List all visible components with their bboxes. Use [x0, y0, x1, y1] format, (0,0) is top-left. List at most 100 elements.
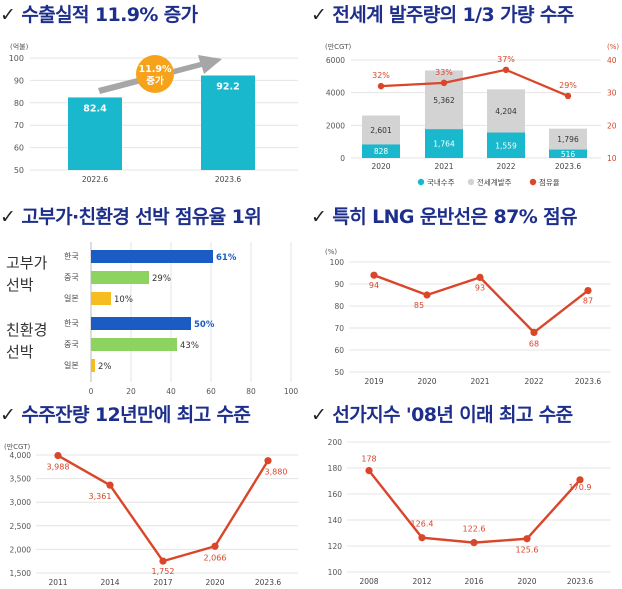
panel-title-export: ✓ 수출실적 11.9% 증가: [0, 0, 198, 30]
y-unit-left: (만CGT): [325, 42, 352, 51]
bar-중국: [91, 338, 177, 351]
share-point: [377, 82, 385, 90]
share-value-label: 33%: [435, 68, 453, 77]
bar-value-label: 29%: [152, 274, 171, 284]
panel-title-lng: ✓ 특히 LNG 운반선은 87% 점유: [311, 202, 578, 232]
data-value-label: 126.4: [411, 520, 434, 529]
chart-backlog: (만CGT) 1,500 2,000 2,500 3,000 3,500 4,000 3,98…: [4, 442, 298, 587]
x-tick-label: 2020: [205, 578, 224, 587]
x-tick-label: 20: [126, 387, 136, 396]
data-point: [211, 542, 219, 550]
data-point: [523, 535, 531, 543]
data-value-label: 122.6: [463, 525, 486, 534]
share-point: [440, 79, 448, 87]
x-tick-label: 80: [246, 387, 256, 396]
data-line: [57, 454, 270, 563]
x-tick-label: 2020: [517, 577, 536, 586]
data-value-label: 68: [529, 339, 539, 348]
panel-title-backlog: ✓ 수주잔량 12년만에 최고 수준: [0, 400, 251, 430]
panel-title-price: ✓ 선가지수 '08년 이래 최고 수준: [311, 400, 573, 430]
y-tick-right: 20: [607, 121, 617, 130]
share-point: [564, 92, 572, 100]
x-tick-label: 2022: [524, 377, 543, 386]
y-tick-label: 60: [334, 346, 344, 355]
data-point: [264, 457, 272, 465]
y-tick-label: 120: [328, 542, 343, 551]
panel-title-share: ✓ 고부가·친환경 선박 점유율 1위: [0, 202, 262, 232]
group-label: 선박: [6, 276, 34, 294]
x-tick-label: 2023.6: [567, 577, 593, 586]
panel-title-orders: ✓ 전세계 발주량의 1/3 가량 수주: [311, 0, 574, 30]
data-value-label: 2,066: [204, 553, 227, 562]
legend-label: 국내수주: [427, 178, 455, 187]
country-label: 일본: [64, 361, 79, 370]
legend-marker: [417, 178, 425, 186]
data-point: [476, 273, 484, 281]
growth-badge-text: 증가: [146, 75, 164, 87]
group-label: 고부가: [6, 254, 48, 272]
data-point: [584, 287, 592, 295]
y-tick-label: 80: [14, 99, 24, 108]
x-tick-label: 2020: [417, 377, 436, 386]
y-tick-label: 180: [328, 464, 343, 473]
y-tick-label: 50: [334, 368, 344, 377]
y-tick-left: 2000: [326, 121, 345, 130]
country-label: 한국: [64, 319, 79, 328]
panel-share: ✓ 고부가·친환경 선박 점유율 1위 0 20 40 60 80 100 고부가 선박 한국 61…: [0, 202, 311, 397]
data-value-label: 178: [361, 455, 376, 464]
bar-value-label: 50%: [194, 320, 215, 330]
y-tick-label: 100: [328, 568, 343, 577]
data-point: [423, 291, 431, 299]
y-tick-label: 4,000: [10, 451, 32, 460]
check-icon: ✓: [0, 4, 16, 26]
panel-price: ✓ 선가지수 '08년 이래 최고 수준 100 120 140 160 180 200 17…: [311, 400, 622, 589]
y-tick-label: 70: [334, 324, 344, 333]
y-tick-label: 2,500: [10, 522, 32, 531]
data-value-label: 94: [369, 281, 379, 290]
y-tick-label: 80: [334, 302, 344, 311]
data-value-label: 125.6: [516, 546, 539, 555]
share-point: [502, 66, 510, 73]
bar-value-label: 10%: [114, 295, 133, 305]
x-tick-label: 2023.6: [255, 578, 281, 587]
data-value-label: 1,752: [152, 567, 175, 576]
check-icon: ✓: [311, 404, 327, 426]
y-unit-label: (억불): [10, 42, 29, 51]
world-value-label: 4,204: [495, 107, 517, 116]
data-value-label: 3,988: [47, 463, 70, 472]
country-label: 한국: [64, 252, 79, 261]
world-value-label: 1,796: [557, 135, 579, 144]
y-tick-label: 90: [334, 280, 344, 289]
bar-일본: [91, 359, 95, 372]
x-tick-label: 2022.6: [82, 175, 108, 184]
group-label: 선박: [6, 343, 34, 361]
data-point: [530, 328, 538, 336]
y-tick-label: 60: [14, 144, 24, 153]
y-unit-label: (만CGT): [4, 442, 31, 451]
y-tick-label: 50: [14, 166, 24, 175]
x-tick-label: 0: [89, 387, 94, 396]
x-tick-label: 2017: [153, 578, 172, 587]
chart-price: 100 120 140 160 180 200 178 2008 126.4 2012 122.6 2…: [328, 438, 611, 586]
check-icon: ✓: [0, 206, 16, 228]
panel-backlog: ✓ 수주잔량 12년만에 최고 수준 (만CGT) 1,500 2,000 2,500 3…: [0, 400, 311, 589]
bar-domestic-2023.6: [549, 149, 587, 158]
title-text: 특히 LNG 운반선은 87% 점유: [332, 206, 577, 228]
x-tick-label: 2021: [470, 377, 489, 386]
title-text: 고부가·친환경 선박 점유율 1위: [21, 206, 262, 228]
data-value-label: 170.9: [569, 483, 592, 492]
world-value-label: 2,601: [370, 126, 392, 135]
y-tick-label: 1,500: [10, 569, 32, 578]
domestic-value-label: 828: [374, 147, 389, 156]
share-value-label: 37%: [497, 55, 515, 64]
bar-value-label: 2%: [98, 362, 112, 372]
group-label: 친환경: [6, 321, 47, 339]
y-tick-right: 30: [607, 89, 617, 98]
title-text: 선가지수 '08년 이래 최고 수준: [332, 404, 573, 426]
chart-export: (억불) 50 60 70 80 90 100 82.4 2022.6 92.2 2023.6 11.…: [9, 42, 298, 184]
y-tick-left: 0: [340, 154, 345, 163]
data-value-label: 87: [583, 297, 593, 306]
y-tick-label: 200: [328, 438, 343, 447]
x-tick-label: 2012: [412, 577, 431, 586]
